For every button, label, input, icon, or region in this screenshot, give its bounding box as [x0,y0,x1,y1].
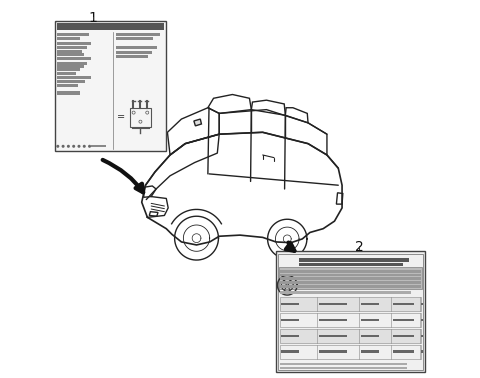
Bar [57,76,91,79]
Bar [319,319,347,321]
Bar [57,37,80,40]
Bar [421,335,423,337]
Bar [57,50,82,53]
Bar [276,251,425,372]
Bar [57,72,76,75]
Bar [280,277,421,280]
Bar [57,46,87,49]
Text: =: = [117,112,125,122]
Bar [281,303,299,305]
Circle shape [83,145,86,148]
Polygon shape [194,119,202,126]
Bar [57,23,164,30]
Bar [300,263,403,266]
Bar [393,319,414,321]
Bar [280,270,421,273]
Bar [91,145,106,147]
Bar [393,335,414,337]
Text: 1: 1 [88,11,97,25]
Bar [57,57,91,60]
Circle shape [61,145,65,148]
Bar [319,335,347,337]
Bar [116,37,154,40]
Bar [57,65,84,68]
Bar [280,329,421,343]
Circle shape [67,145,70,148]
Bar [360,335,379,337]
Bar [319,303,347,305]
Bar [421,350,423,353]
Bar [300,258,409,262]
Bar [280,274,421,276]
Bar [57,80,85,83]
Bar [421,319,423,321]
Circle shape [72,145,75,148]
Bar [280,297,421,311]
Circle shape [88,145,91,148]
Text: 2: 2 [355,240,363,254]
Bar [281,350,299,353]
Bar [57,68,80,71]
Bar [116,33,160,36]
Bar [57,42,91,45]
Bar [280,345,421,359]
Bar [281,335,299,337]
Bar [280,363,408,365]
Bar [280,291,411,294]
Bar [280,313,421,327]
Bar [57,62,87,65]
Bar [57,33,89,36]
Bar [280,281,421,284]
Circle shape [56,145,60,148]
Bar [55,21,166,151]
Bar [116,51,152,54]
Bar [57,91,80,94]
Bar [281,319,299,321]
Bar [319,350,347,353]
Bar [280,285,421,288]
Bar [393,303,414,305]
Bar [57,53,84,56]
Bar [130,108,151,127]
Bar [278,254,423,370]
Bar [421,303,423,305]
Bar [279,267,422,289]
Circle shape [77,145,81,148]
Bar [116,46,157,49]
Bar [280,367,408,369]
Bar [360,303,379,305]
Bar [393,350,414,353]
Bar [57,84,78,87]
Bar [116,55,148,58]
Bar [360,350,379,353]
Bar [360,319,379,321]
